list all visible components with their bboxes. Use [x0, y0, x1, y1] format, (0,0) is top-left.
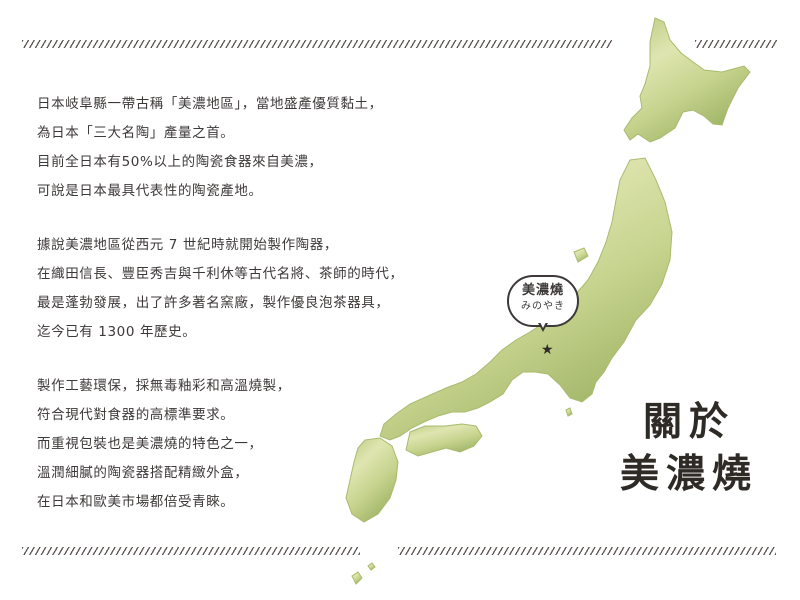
- star-icon: ★: [541, 342, 554, 358]
- text-line: 溫潤細膩的陶瓷器搭配精緻外盒，: [37, 465, 249, 481]
- text-line: 製作工藝環保，採無毒釉彩和高溫燒製，: [37, 378, 291, 394]
- bottom-right-hatched-divider: [398, 547, 776, 555]
- izu-island-shape: [565, 407, 573, 417]
- okinawa-island-shape: [351, 571, 363, 585]
- shikoku-shape: [405, 423, 483, 457]
- mino-location-label: 美濃燒 みのやき: [507, 275, 579, 327]
- okinawa-island-shape-2: [367, 562, 376, 571]
- text-line: 符合現代對食器的高標準要求。: [37, 407, 235, 423]
- text-line: 最是蓬勃發展，出了許多著名窯廠，製作優良泡茶器具，: [37, 295, 390, 311]
- hokkaido-shape: [623, 17, 751, 143]
- text-line: 為日本「三大名陶」產量之首。: [37, 125, 235, 141]
- history-paragraph: 據說美濃地區從西元 7 世紀時就開始製作陶器， 在織田信長、豐臣秀吉與千利休等古…: [37, 231, 404, 347]
- text-line: 迄今已有 1300 年歷史。: [37, 324, 197, 340]
- location-label-pointer-fill: [540, 322, 546, 328]
- intro-paragraph: 日本岐阜縣一帶古稱「美濃地區」，當地盛產優質黏土， 為日本「三大名陶」產量之首。…: [37, 90, 383, 206]
- text-line: 日本岐阜縣一帶古稱「美濃地區」，當地盛產優質黏土，: [37, 96, 383, 112]
- top-left-hatched-divider: [22, 40, 612, 48]
- top-right-hatched-divider: [695, 40, 777, 48]
- text-line: 在織田信長、豐臣秀吉與千利休等古代名將、茶師的時代，: [37, 266, 404, 282]
- kyushu-shape: [345, 437, 399, 523]
- text-line: 而重視包裝也是美濃燒的特色之一，: [37, 436, 263, 452]
- location-label-main: 美濃燒: [521, 283, 564, 298]
- text-line: 據說美濃地區從西元 7 世紀時就開始製作陶器，: [37, 237, 338, 253]
- text-line: 可說是日本最具代表性的陶瓷產地。: [37, 183, 263, 199]
- sado-island-shape: [573, 247, 589, 263]
- text-line: 在日本和歐美市場都倍受青睞。: [37, 494, 235, 510]
- bottom-left-hatched-divider: [22, 547, 360, 555]
- text-line: 目前全日本有50%以上的陶瓷食器來自美濃，: [37, 154, 323, 170]
- location-label-reading: みのやき: [521, 301, 565, 312]
- page-title-line-2: 美濃燒: [619, 451, 758, 497]
- page-title-line-1: 關於: [642, 399, 735, 445]
- craft-paragraph: 製作工藝環保，採無毒釉彩和高溫燒製， 符合現代對食器的高標準要求。 而重視包裝也…: [37, 372, 291, 517]
